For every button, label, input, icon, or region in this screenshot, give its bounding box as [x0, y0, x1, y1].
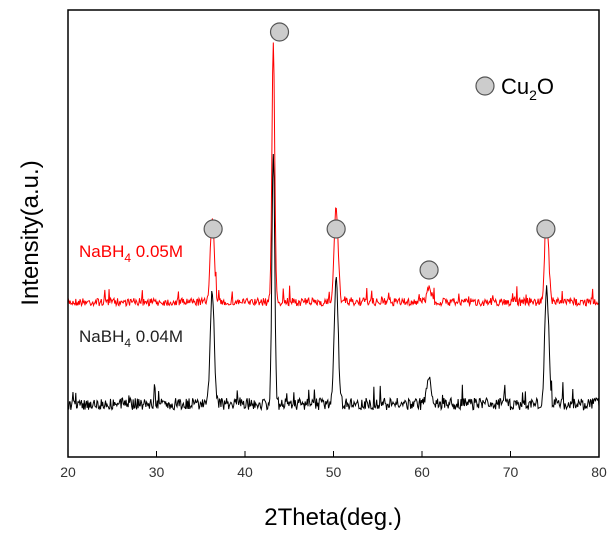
- series-label-lower-prefix: NaBH: [79, 327, 124, 346]
- x-tick-label: 30: [149, 464, 165, 480]
- series-label-upper-prefix: NaBH: [79, 242, 124, 261]
- series-line-0.05M: [67, 42, 600, 308]
- cu2o-peak-marker: [419, 260, 439, 280]
- x-tick-label: 80: [591, 464, 607, 480]
- x-axis-ticks: 20 30 40 50 60 70 80: [60, 451, 607, 480]
- x-tick-label: 20: [60, 464, 76, 480]
- series-label-upper: NaBH4 0.05M: [79, 242, 183, 265]
- series-label-lower-sub: 4: [124, 336, 131, 350]
- series-label-lower: NaBH4 0.04M: [79, 327, 183, 350]
- x-tick-label: 60: [414, 464, 430, 480]
- x-tick-label: 70: [503, 464, 519, 480]
- cu2o-peak-marker: [326, 219, 346, 239]
- phase-markers: [203, 22, 556, 280]
- legend-label: Cu2O: [501, 74, 554, 103]
- x-tick-label: 50: [326, 464, 342, 480]
- cu2o-peak-marker: [203, 219, 223, 239]
- cu2o-peak-marker: [269, 22, 290, 42]
- x-tick-label: 40: [237, 464, 253, 480]
- legend-label-sub: 2: [529, 87, 537, 103]
- legend: Cu2O: [475, 74, 554, 103]
- series-label-upper-sub: 4: [124, 251, 131, 265]
- series-line-0.04M: [67, 153, 600, 412]
- x-axis-title: 2Theta(deg.): [264, 504, 401, 531]
- series-label-lower-suffix: 0.04M: [131, 327, 183, 346]
- series-label-upper-suffix: 0.05M: [131, 242, 183, 261]
- legend-label-main: Cu: [501, 74, 529, 99]
- y-axis-title: Intensity(a.u.): [17, 160, 44, 305]
- series-layer: [67, 42, 600, 412]
- legend-label-end: O: [537, 74, 554, 99]
- cu2o-peak-marker: [536, 219, 556, 239]
- legend-marker-icon: [475, 76, 495, 96]
